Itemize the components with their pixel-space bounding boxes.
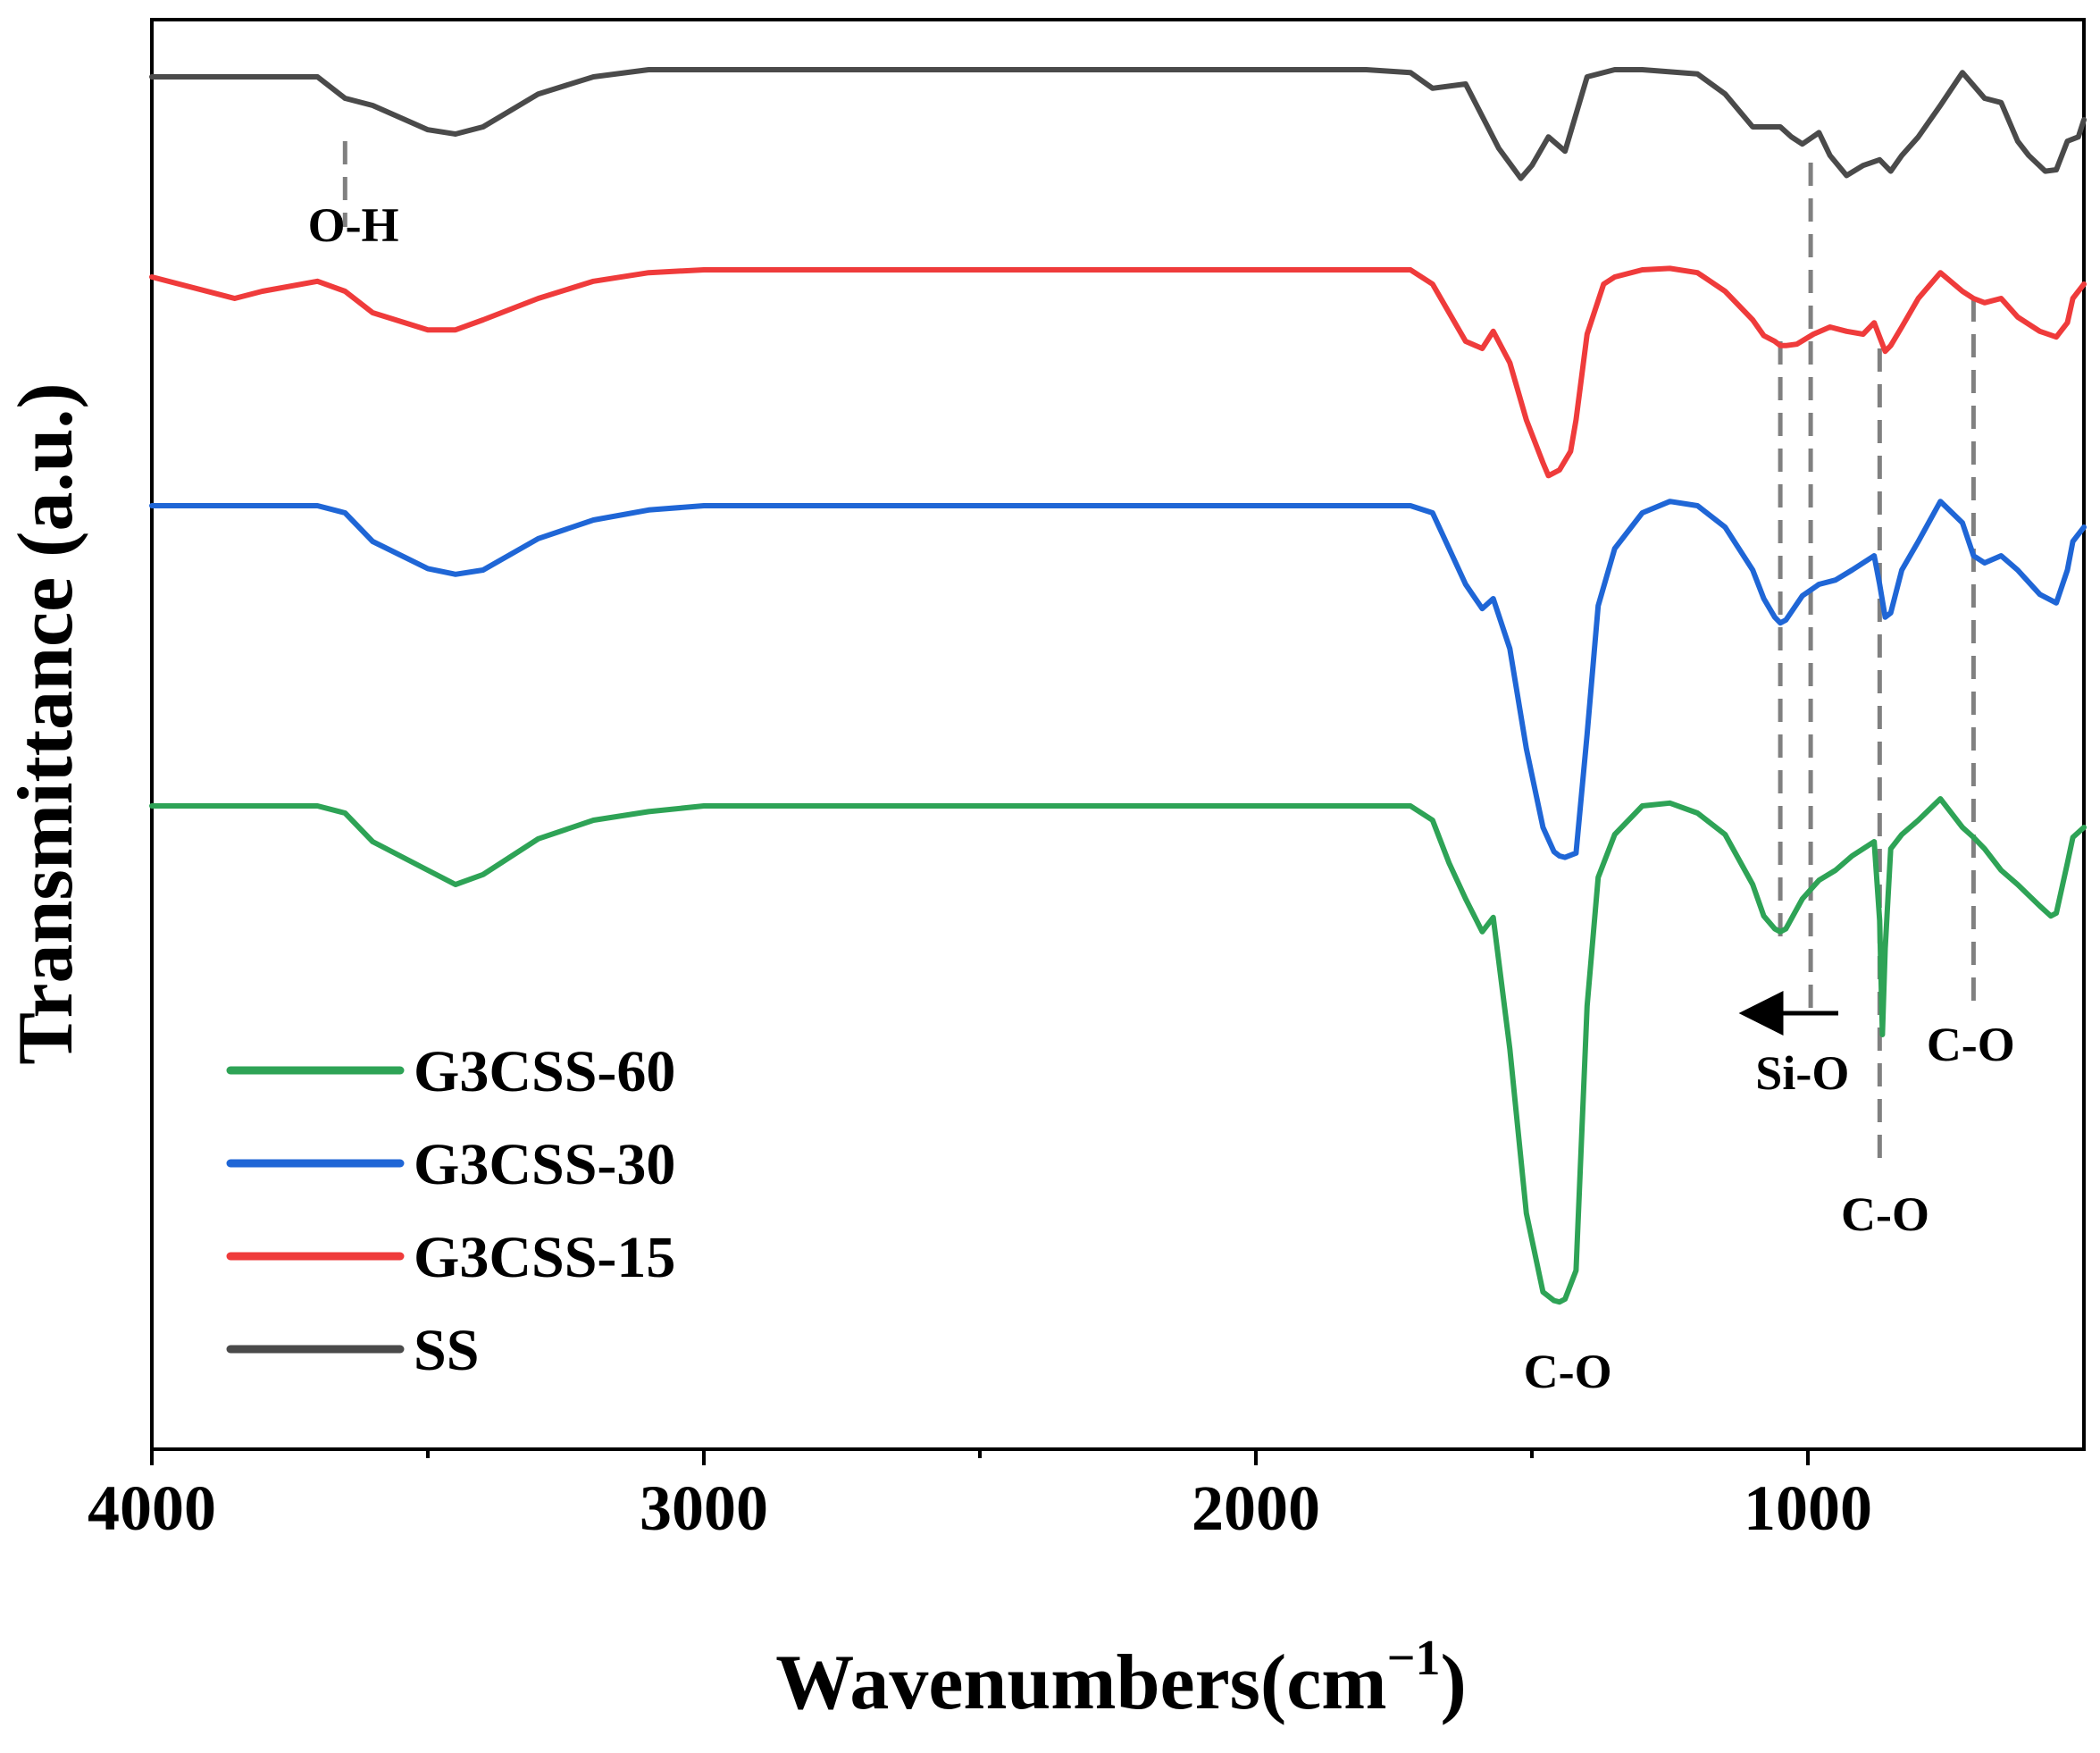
annotation-co-700: C-O [1927, 1018, 2015, 1071]
plot-frame [150, 18, 2086, 1451]
legend-label-g3css-15: G3CSS-15 [414, 1225, 675, 1290]
legend-label-g3css-60: G3CSS-60 [414, 1039, 675, 1104]
x-tick-label: 1000 [1744, 1472, 1872, 1544]
x-tick-label: 2000 [1192, 1472, 1320, 1544]
x-axis-title-superscript: −1 [1387, 1631, 1441, 1686]
annotation-co-main: C-O [1524, 1345, 1612, 1398]
series-line-ss [149, 67, 2087, 181]
series-line-g3css-60 [149, 796, 2087, 1305]
annotations: O-H C-O Si-O C-O C-O [308, 198, 2015, 1398]
annotation-oh: O-H [308, 198, 399, 252]
annotation-co-870: C-O [1841, 1187, 1929, 1241]
x-axis-title: Wavenumbers(cm−1) [775, 1631, 1467, 1726]
series-line-g3css-15 [149, 265, 2087, 479]
legend-label-g3css-30: G3CSS-30 [414, 1132, 675, 1197]
legend: G3CSS-60 G3CSS-30 G3CSS-15 SS [226, 1039, 675, 1383]
x-axis-ticks: 4000 3000 2000 1000 [88, 1449, 1872, 1544]
annotation-sio: Si-O [1755, 1046, 1849, 1100]
series-line-g3css-30 [149, 499, 2087, 860]
series-layer [149, 67, 2087, 1305]
legend-label-ss: SS [414, 1318, 479, 1383]
x-tick-label: 3000 [640, 1472, 768, 1544]
y-axis-title: Transmittance (a.u.) [3, 382, 89, 1064]
x-tick-label: 4000 [88, 1472, 216, 1544]
